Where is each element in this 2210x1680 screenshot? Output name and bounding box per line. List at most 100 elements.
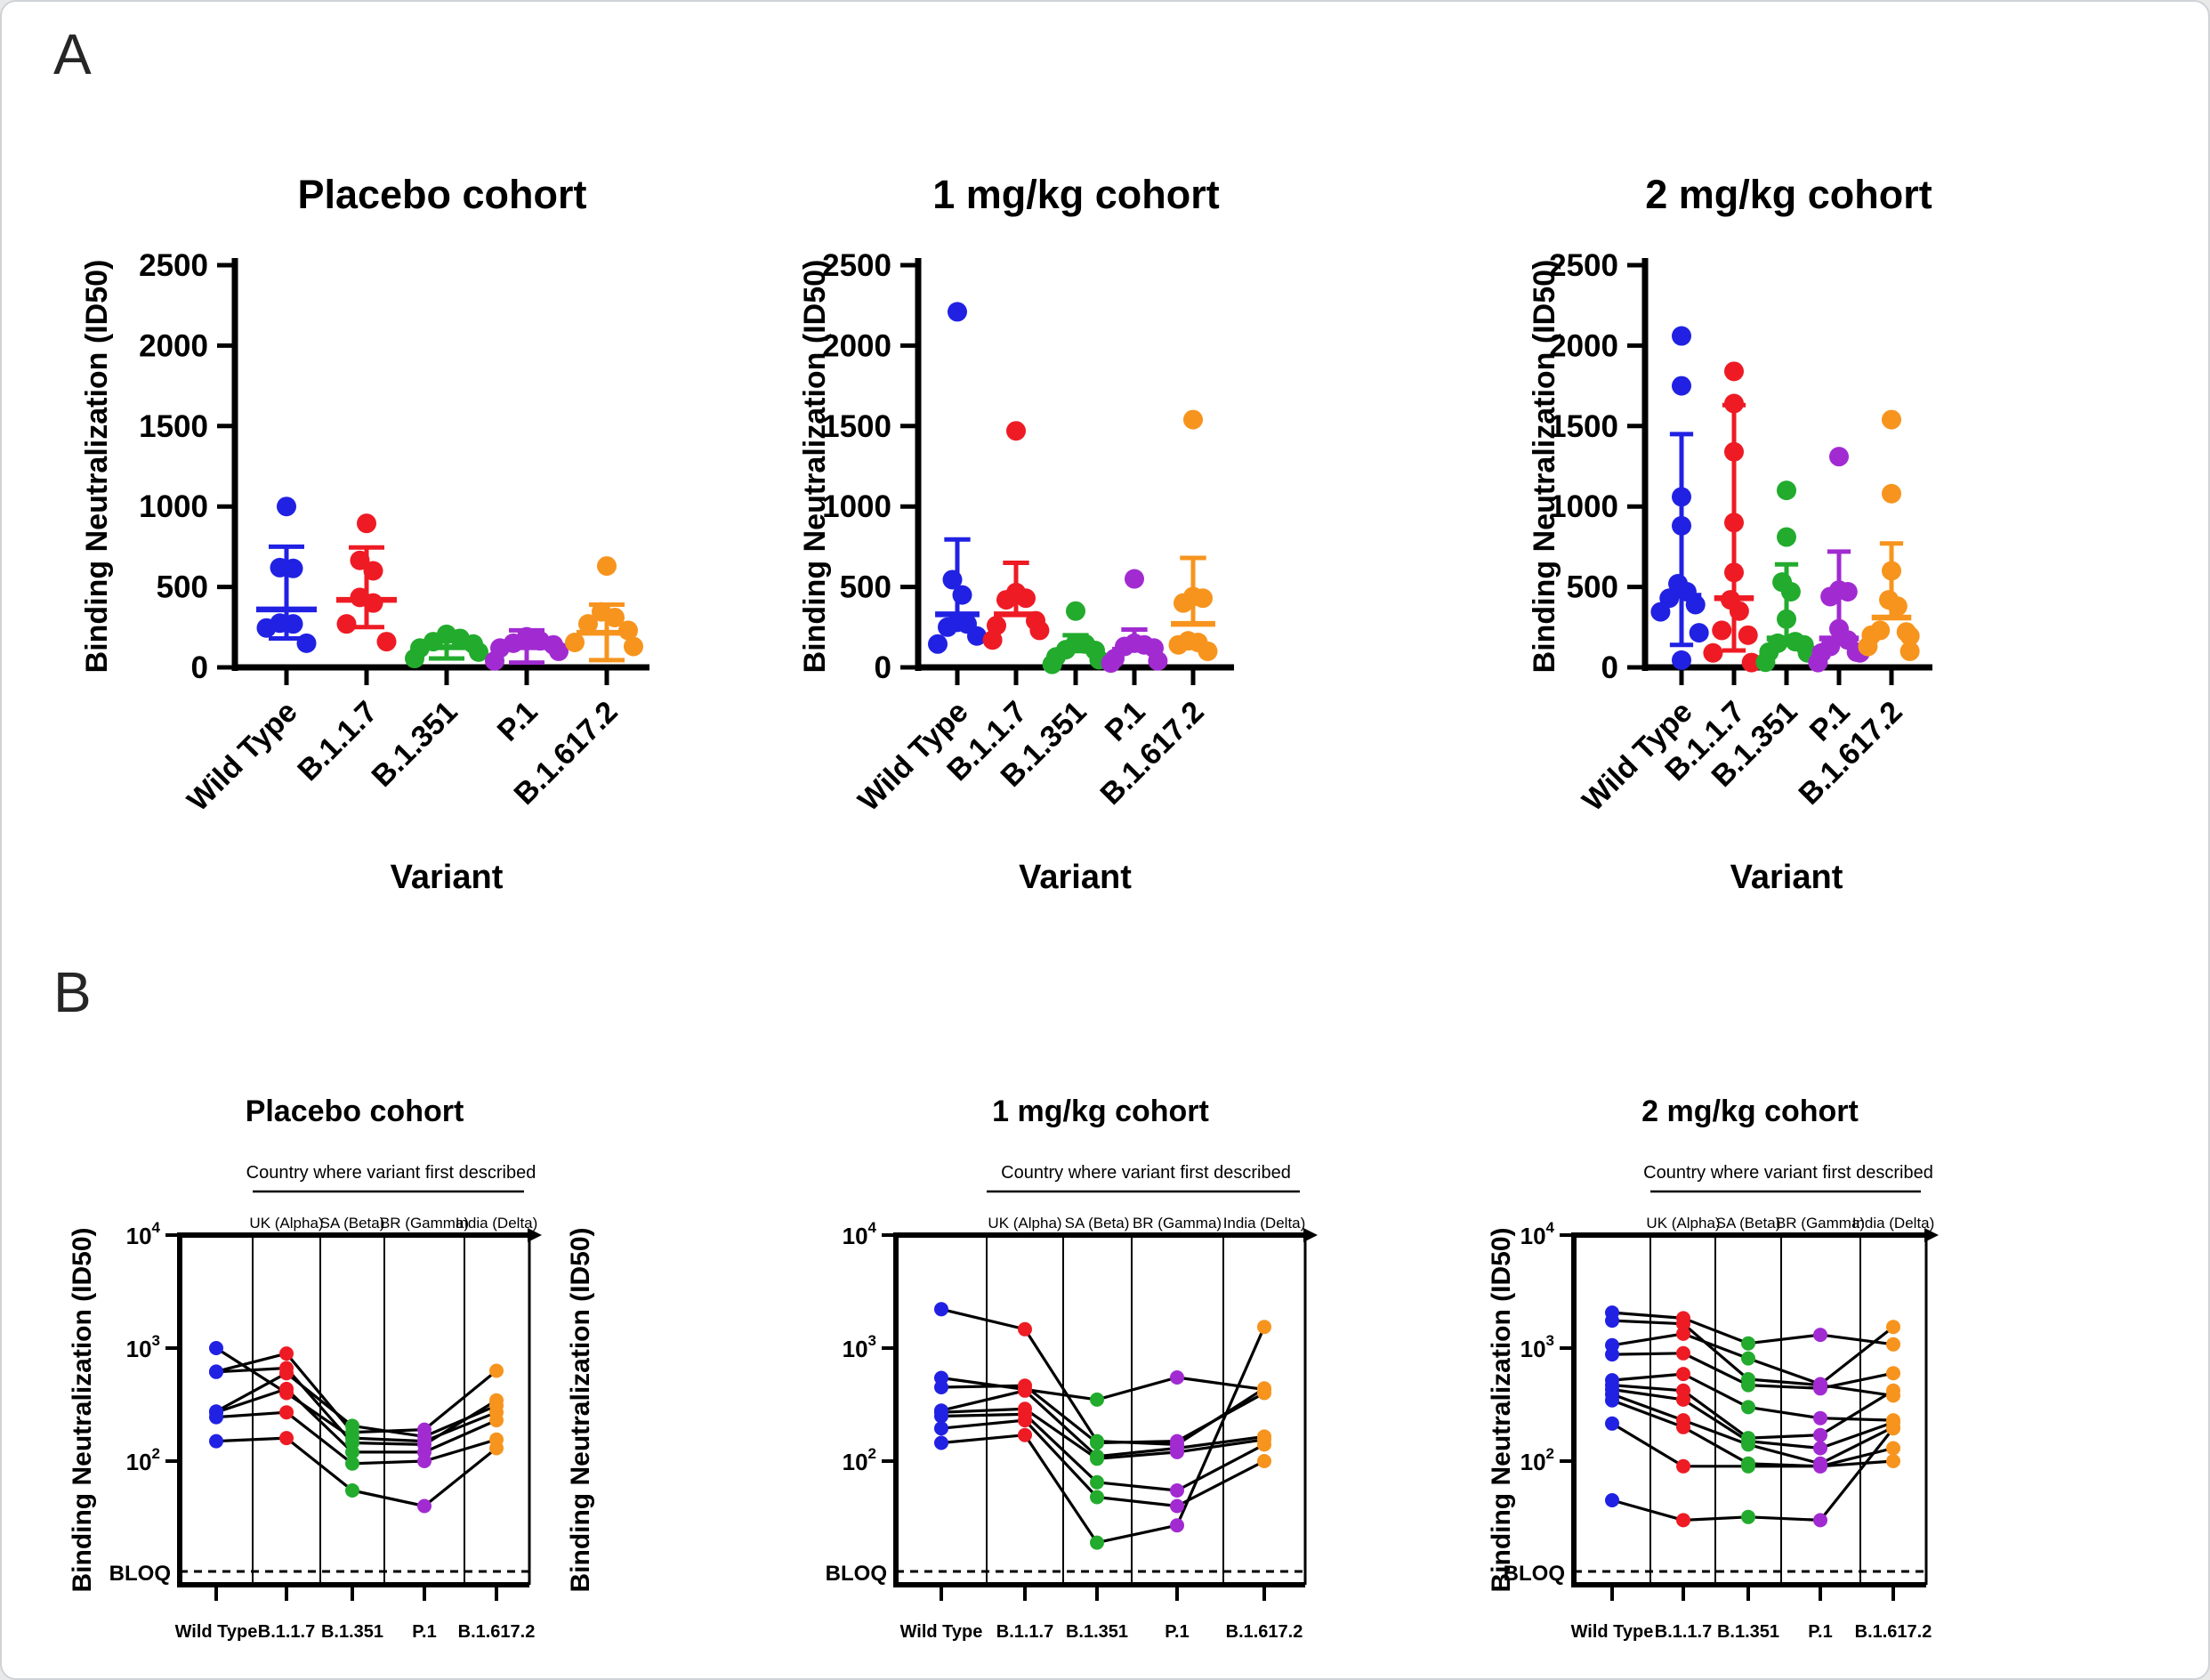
data-point (1813, 1441, 1827, 1456)
axis-arrow (528, 1228, 542, 1242)
data-point (1886, 1337, 1900, 1352)
data-point (1813, 1410, 1827, 1426)
data-point (1813, 1427, 1827, 1442)
data-point (209, 1364, 223, 1379)
data-point (1125, 569, 1144, 589)
x-tick-label: P.1 (1808, 1622, 1832, 1642)
data-point (1813, 1458, 1827, 1474)
panel-a-label: A (53, 22, 92, 86)
data-point (1858, 636, 1878, 657)
y-axis-label: Binding Neutralization (ID50) (798, 260, 832, 674)
data-point (1712, 620, 1732, 641)
data-point (1780, 582, 1801, 602)
x-tick-label: P.1 (491, 695, 544, 748)
data-point (1741, 1400, 1755, 1415)
y-axis-label: Binding Neutralization (ID50) (566, 1227, 595, 1592)
data-point (1605, 1347, 1619, 1362)
data-point (1882, 409, 1901, 430)
data-point (1886, 1320, 1900, 1335)
data-point (1829, 447, 1849, 467)
y-tick-label: 102 (1520, 1445, 1554, 1475)
y-axis-label: Binding Neutralization (ID50) (68, 1227, 97, 1592)
series-B.1.1.7 (982, 421, 1050, 650)
data-point (1676, 1513, 1690, 1528)
data-point (1029, 620, 1050, 641)
subject-points (1605, 1305, 1900, 1528)
x-tick-label: B.1.351 (1066, 1622, 1128, 1642)
data-point (934, 1421, 948, 1436)
data-point (1066, 601, 1085, 621)
y-tick-label: 103 (1520, 1332, 1554, 1362)
data-point (1676, 1458, 1690, 1474)
x-axis-label: Variant (1730, 859, 1843, 896)
data-point (1689, 623, 1709, 643)
data-point (1257, 1385, 1271, 1401)
y-tick-label: 2500 (1549, 248, 1618, 283)
y-tick-label: 104 (126, 1219, 161, 1249)
y-axis-label: Binding Neutralization (ID50) (1487, 1227, 1516, 1592)
y-tick-label: 0 (875, 650, 891, 685)
y-tick-label: 2000 (1549, 328, 1618, 363)
data-point (1820, 586, 1841, 607)
data-point (417, 1454, 432, 1468)
data-point (1257, 1454, 1271, 1468)
data-point (1899, 641, 1920, 661)
data-point (578, 614, 598, 634)
y-tick-label: 104 (1520, 1219, 1555, 1249)
y-tick-label: 0 (1601, 650, 1618, 685)
y-tick-label: 1500 (822, 409, 891, 444)
country-label: SA (Beta) (320, 1215, 385, 1232)
data-point (336, 614, 357, 634)
data-point (1738, 625, 1758, 645)
panel-b-label: B (53, 960, 92, 1024)
data-point (1090, 1490, 1104, 1505)
country-label: SA (Beta) (1716, 1215, 1781, 1232)
data-point (489, 1398, 504, 1413)
chart-panel-a-1mgkg: 1 mg/kg cohort Binding Neutralization (ID… (798, 172, 1234, 896)
data-point (934, 1302, 948, 1317)
data-point (279, 1346, 294, 1361)
y-tick-label: 103 (126, 1332, 160, 1362)
data-point (1886, 1441, 1900, 1456)
data-point (1886, 1421, 1900, 1436)
countries-header: Country where variant first described (1643, 1163, 1933, 1183)
data-point (1741, 1377, 1755, 1393)
data-point (256, 618, 277, 638)
axis-arrow (1303, 1228, 1318, 1242)
series-B.1.1.7 (1703, 361, 1762, 673)
x-tick-label: Wild Type (181, 695, 303, 818)
data-point (1676, 1419, 1690, 1434)
data-point (345, 1444, 359, 1459)
data-point (1170, 1498, 1184, 1514)
countries-header: Country where variant first described (1001, 1163, 1291, 1183)
data-point (1018, 1321, 1032, 1337)
data-point (1183, 409, 1203, 430)
data-point (934, 1409, 948, 1424)
subject-lines (940, 1307, 1266, 1545)
data-point (948, 302, 967, 322)
subject-points (934, 1302, 1271, 1550)
x-tick-label: B.1.617.2 (1793, 695, 1909, 812)
data-point (1672, 650, 1691, 670)
y-tick-label: 1500 (1549, 409, 1618, 444)
data-point (1193, 588, 1213, 609)
chart-panel-b-2mgkg: 2 mg/kg cohort Country where variant firs… (1487, 1094, 1939, 1642)
x-tick-label: B.1.351 (366, 695, 464, 794)
data-point (345, 1483, 359, 1498)
data-point (1813, 1513, 1827, 1528)
data-point (1148, 650, 1168, 671)
data-point (1168, 634, 1189, 655)
data-point (1777, 527, 1796, 547)
chart-title: 1 mg/kg cohort (992, 1094, 1209, 1128)
data-point (277, 497, 296, 517)
data-point (1741, 652, 1762, 673)
data-point (1685, 594, 1706, 615)
data-point (1676, 1345, 1690, 1361)
country-label: BR (Gamma) (1133, 1215, 1222, 1232)
data-point (1741, 1509, 1755, 1524)
series-B.1.351 (1755, 481, 1818, 673)
data-point (1018, 1383, 1032, 1398)
data-point (279, 1405, 294, 1420)
data-point (1016, 588, 1036, 609)
country-label: UK (Alpha) (249, 1215, 323, 1232)
